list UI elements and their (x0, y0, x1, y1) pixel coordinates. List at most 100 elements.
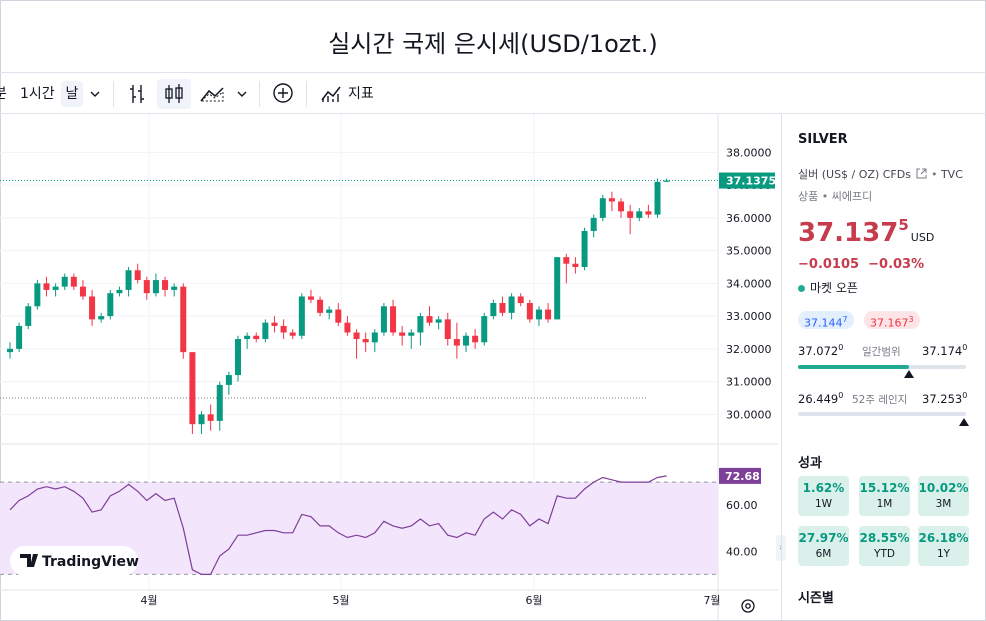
interval-day-button[interactable]: 날 (61, 81, 83, 107)
performance-title: 성과 (798, 456, 822, 471)
candle-body (654, 181, 661, 215)
candle-body (253, 335, 260, 340)
price-change-pct: −0.03% (868, 257, 925, 272)
candle-body (70, 276, 77, 287)
symbol-description: 실버 (US$ / OZ) CFDs • TVC (798, 166, 963, 182)
performance-tile-6m[interactable]: 27.97% 6M (798, 526, 849, 566)
candle-body (380, 306, 387, 333)
candle-body (107, 293, 114, 317)
time-axis-tick-label: 7월 (703, 594, 720, 607)
tradingview-logo-icon (20, 554, 38, 567)
day-range-high: 37.1740 (922, 343, 967, 358)
wk-low-sup: 0 (838, 391, 844, 400)
candle-body (408, 332, 415, 336)
ask-price-badge: 37.1673 (864, 311, 920, 330)
performance-value: 28.55% (859, 531, 910, 545)
candle-body (326, 309, 333, 313)
price-change: −0.0105 −0.03% (798, 257, 924, 272)
symbol-name[interactable]: SILVER (798, 132, 848, 147)
performance-tile-1w[interactable]: 1.62% 1W (798, 476, 849, 516)
interval-dropdown-chevron-icon[interactable] (89, 88, 101, 114)
last-price-tag (719, 172, 775, 189)
area-style-icon[interactable] (199, 83, 225, 109)
candle-body (636, 211, 643, 218)
performance-period: 3M (935, 498, 952, 510)
day-low-main: 37.072 (798, 343, 839, 358)
candle-body (125, 270, 132, 290)
symbol-info-panel: SILVER 실버 (US$ / OZ) CFDs • TVC 상품 • 씨에프… (781, 114, 986, 620)
candle-body (98, 316, 105, 320)
candle-body (43, 283, 50, 290)
rsi-line (9, 475, 667, 575)
performance-period: 6M (815, 548, 832, 560)
candle-body (207, 414, 214, 421)
candle-body (399, 332, 406, 336)
candle-body (7, 348, 13, 353)
price-axis-tick-label: 31.0000 (726, 376, 772, 389)
candle-body (608, 198, 615, 202)
candle-body (143, 280, 150, 294)
candle-body (499, 303, 506, 313)
candle-body (307, 296, 314, 300)
candle-body (463, 335, 469, 346)
candle-body (335, 309, 342, 323)
52wk-range-marker-icon (959, 418, 970, 426)
bid-price-badge: 37.1447 (798, 311, 854, 330)
indicators-button[interactable]: 지표 (348, 86, 374, 102)
candle-body (171, 286, 178, 290)
candle-body (162, 280, 169, 290)
candle-body (180, 286, 187, 353)
interval-1h-button[interactable]: 1시간 (20, 86, 55, 102)
interval-minute-button[interactable]: 분 (0, 86, 7, 102)
rsi-axis-tick-label: 60.00 (726, 499, 758, 512)
price-axis-tick-label: 38.0000 (726, 146, 772, 159)
candle-body (508, 296, 515, 313)
candle-body (554, 257, 561, 320)
candle-body (52, 286, 59, 290)
performance-tile-ytd[interactable]: 28.55% YTD (859, 526, 910, 566)
chart-settings-gear-icon[interactable] (741, 599, 755, 613)
bid-sup: 7 (842, 315, 848, 324)
candle-body (581, 230, 588, 267)
price-chart[interactable]: 38.000037.000036.000035.000034.000033.00… (0, 114, 778, 620)
time-axis-tick-label: 5월 (332, 594, 349, 607)
candle-body (235, 339, 241, 376)
day-range-low: 37.0720 (798, 343, 843, 358)
price-axis-tick-label: 30.0000 (726, 408, 772, 421)
toolbar-divider (259, 81, 260, 107)
page-title: 실시간 국제 은시세(USD/1ozt.) (0, 0, 986, 73)
candle-body (371, 332, 378, 343)
seasonals-title: 시즌별 (798, 591, 834, 606)
external-link-icon[interactable] (916, 168, 927, 179)
candle-body (79, 286, 86, 297)
performance-tile-1m[interactable]: 15.12% 1M (859, 476, 910, 516)
source-separator: • (930, 168, 938, 181)
candle-body (663, 180, 670, 182)
chart-style-chevron-icon[interactable] (236, 88, 248, 114)
candle-body (453, 339, 460, 346)
compare-plus-icon[interactable] (272, 82, 294, 108)
performance-tile-1y[interactable]: 26.18% 1Y (918, 526, 969, 566)
symbol-source: TVC (940, 168, 963, 181)
candle-body (61, 276, 68, 287)
candle-body (618, 201, 625, 212)
candle-body (590, 217, 597, 231)
performance-value: 27.97% (798, 531, 849, 545)
tradingview-logo-text: TradingView (42, 554, 139, 570)
day-range-marker-icon (903, 370, 914, 378)
candle-body (362, 339, 369, 343)
rsi-value-tag-text: 72.68 (725, 470, 760, 483)
candle-body (572, 263, 579, 267)
candle-body (545, 309, 552, 320)
candles-style-icon[interactable] (157, 79, 191, 109)
bid-main: 37.144 (804, 316, 843, 330)
bars-style-icon[interactable] (127, 83, 147, 109)
candle-body (481, 316, 488, 343)
performance-period: 1Y (936, 548, 951, 560)
52wk-range-bar (798, 412, 966, 416)
candle-body (298, 296, 305, 336)
toolbar-divider (306, 81, 307, 107)
last-price-main: 37.137 (798, 218, 899, 248)
performance-tile-3m[interactable]: 10.02% 3M (918, 476, 969, 516)
indicators-icon[interactable] (320, 83, 342, 109)
